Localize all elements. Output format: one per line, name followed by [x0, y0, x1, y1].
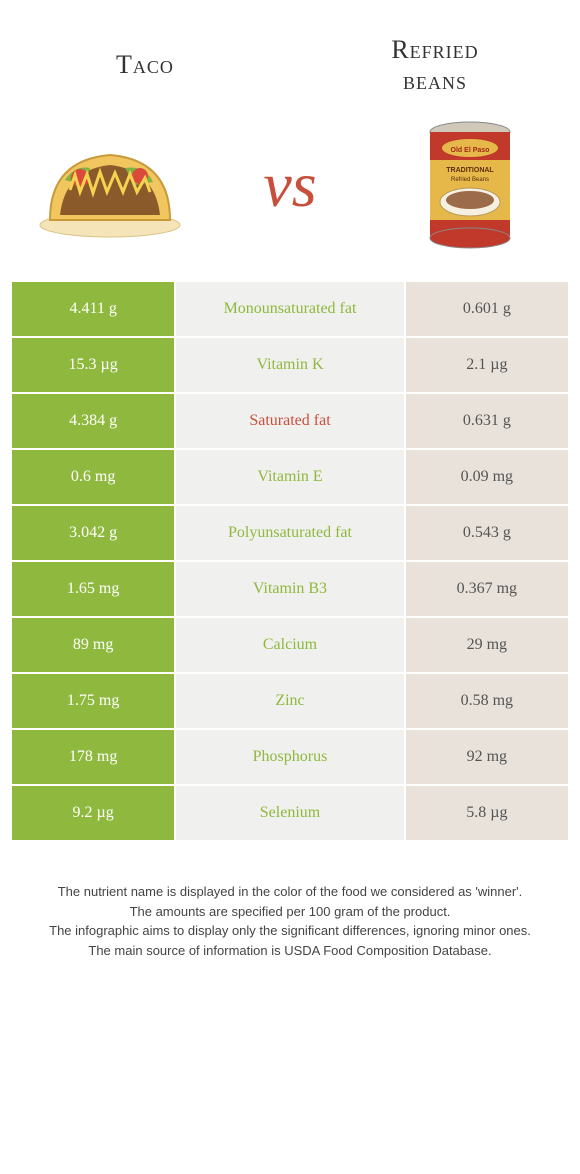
left-value-cell: 4.411 g [11, 281, 175, 337]
table-row: 89 mgCalcium29 mg [11, 617, 569, 673]
table-row: 0.6 mgVitamin E0.09 mg [11, 449, 569, 505]
footer-line: The nutrient name is displayed in the co… [30, 882, 550, 902]
svg-text:Old El Paso: Old El Paso [451, 147, 490, 154]
right-value-cell: 2.1 µg [405, 337, 569, 393]
nutrient-label-cell: Vitamin E [175, 449, 404, 505]
table-row: 4.411 gMonounsaturated fat0.601 g [11, 281, 569, 337]
right-value-cell: 0.367 mg [405, 561, 569, 617]
right-food-title: Refried beans [330, 34, 540, 96]
footer-line: The main source of information is USDA F… [30, 941, 550, 961]
nutrient-label-cell: Zinc [175, 673, 404, 729]
right-value-cell: 0.631 g [405, 393, 569, 449]
right-value-cell: 29 mg [405, 617, 569, 673]
refried-beans-image: Old El Paso TRADITIONAL Refried Beans [390, 115, 550, 255]
left-value-cell: 0.6 mg [11, 449, 175, 505]
left-value-cell: 3.042 g [11, 505, 175, 561]
table-row: 4.384 gSaturated fat0.631 g [11, 393, 569, 449]
images-row: vs Old El Paso TRADITIONAL Refried Beans [0, 110, 580, 280]
nutrient-label-cell: Vitamin B3 [175, 561, 404, 617]
nutrient-label-cell: Selenium [175, 785, 404, 841]
taco-icon [35, 130, 185, 240]
left-value-cell: 1.65 mg [11, 561, 175, 617]
right-value-cell: 5.8 µg [405, 785, 569, 841]
svg-text:TRADITIONAL: TRADITIONAL [446, 167, 494, 174]
table-row: 1.65 mgVitamin B30.367 mg [11, 561, 569, 617]
nutrient-label-cell: Monounsaturated fat [175, 281, 404, 337]
table-row: 3.042 gPolyunsaturated fat0.543 g [11, 505, 569, 561]
left-value-cell: 1.75 mg [11, 673, 175, 729]
nutrient-label-cell: Polyunsaturated fat [175, 505, 404, 561]
left-food-title: Taco [40, 50, 250, 80]
nutrient-label-cell: Vitamin K [175, 337, 404, 393]
footer-notes: The nutrient name is displayed in the co… [0, 842, 580, 960]
right-food-title-text: Refried beans [391, 35, 478, 95]
header-row: Taco Refried beans [0, 0, 580, 110]
can-icon: Old El Paso TRADITIONAL Refried Beans [420, 120, 520, 250]
table-row: 1.75 mgZinc0.58 mg [11, 673, 569, 729]
nutrient-label-cell: Saturated fat [175, 393, 404, 449]
nutrient-label-cell: Phosphorus [175, 729, 404, 785]
table-row: 15.3 µgVitamin K2.1 µg [11, 337, 569, 393]
right-value-cell: 0.09 mg [405, 449, 569, 505]
left-value-cell: 4.384 g [11, 393, 175, 449]
table-row: 9.2 µgSelenium5.8 µg [11, 785, 569, 841]
nutrient-label-cell: Calcium [175, 617, 404, 673]
footer-line: The infographic aims to display only the… [30, 921, 550, 941]
left-value-cell: 178 mg [11, 729, 175, 785]
right-value-cell: 0.543 g [405, 505, 569, 561]
comparison-table: 4.411 gMonounsaturated fat0.601 g15.3 µg… [10, 280, 570, 842]
left-value-cell: 89 mg [11, 617, 175, 673]
left-value-cell: 9.2 µg [11, 785, 175, 841]
left-value-cell: 15.3 µg [11, 337, 175, 393]
taco-image [30, 115, 190, 255]
vs-label: vs [230, 148, 350, 222]
right-value-cell: 92 mg [405, 729, 569, 785]
right-value-cell: 0.601 g [405, 281, 569, 337]
table-body: 4.411 gMonounsaturated fat0.601 g15.3 µg… [11, 281, 569, 841]
right-value-cell: 0.58 mg [405, 673, 569, 729]
table-row: 178 mgPhosphorus92 mg [11, 729, 569, 785]
svg-text:Refried Beans: Refried Beans [451, 177, 489, 183]
footer-line: The amounts are specified per 100 gram o… [30, 902, 550, 922]
